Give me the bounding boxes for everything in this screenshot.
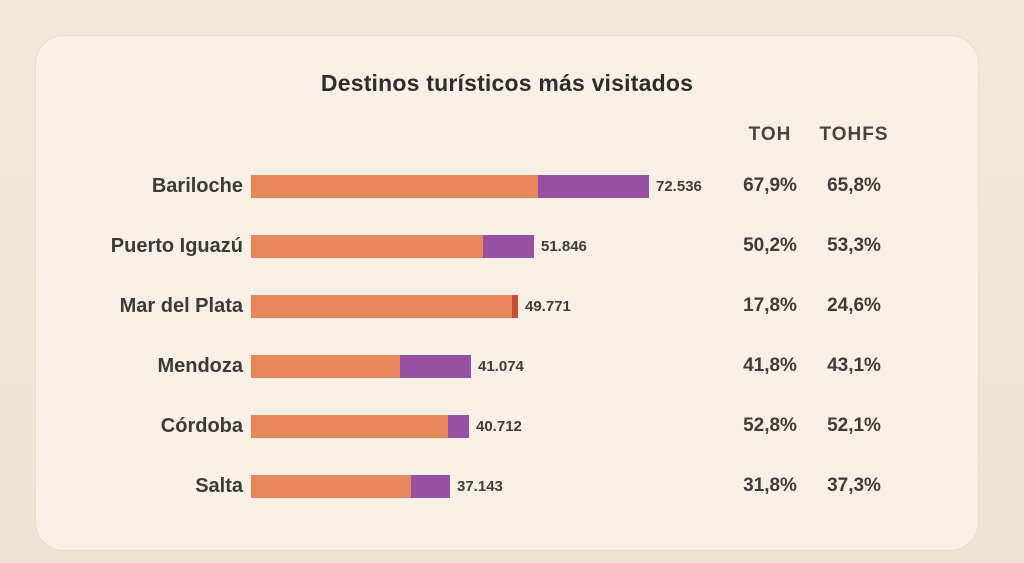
bar xyxy=(251,234,534,258)
bar-segment-tip xyxy=(483,234,534,258)
bar xyxy=(251,354,471,378)
destination-label: Puerto Iguazú xyxy=(110,235,243,257)
bar-chart: Bariloche 72.536 67,9% 65,8% Puerto Igua… xyxy=(36,156,978,516)
tohfs-value: 65,8% xyxy=(827,175,881,196)
table-row: Bariloche 72.536 67,9% 65,8% xyxy=(36,156,978,216)
table-row: Puerto Iguazú 51.846 50,2% 53,3% xyxy=(36,216,978,276)
bar-group: 40.712 xyxy=(251,396,522,456)
bar-value-label: 51.846 xyxy=(541,237,587,255)
tohfs-value: 37,3% xyxy=(827,475,881,496)
bar-segment-tip xyxy=(400,354,471,378)
toh-value: 41,8% xyxy=(743,355,797,376)
bar-group: 72.536 xyxy=(251,156,702,216)
bar-group: 49.771 xyxy=(251,276,571,336)
toh-value: 52,8% xyxy=(743,415,797,436)
table-row: Córdoba 40.712 52,8% 52,1% xyxy=(36,396,978,456)
bar-group: 37.143 xyxy=(251,456,503,516)
toh-value: 67,9% xyxy=(743,175,797,196)
bar-group: 41.074 xyxy=(251,336,524,396)
toh-value: 17,8% xyxy=(743,295,797,316)
tohfs-value: 53,3% xyxy=(827,235,881,256)
bar xyxy=(251,174,649,198)
tohfs-value: 24,6% xyxy=(827,295,881,316)
bar-segment-tip xyxy=(448,414,469,438)
table-row: Mar del Plata 49.771 17,8% 24,6% xyxy=(36,276,978,336)
destination-label: Mendoza xyxy=(157,355,243,377)
tohfs-value: 52,1% xyxy=(827,415,881,436)
bar xyxy=(251,474,450,498)
bar-segment-tip xyxy=(411,474,450,498)
column-header-toh: TOH xyxy=(748,124,792,145)
tohfs-value: 43,1% xyxy=(827,355,881,376)
toh-value: 50,2% xyxy=(743,235,797,256)
bar xyxy=(251,294,518,318)
destination-label: Mar del Plata xyxy=(119,295,243,317)
destination-label: Bariloche xyxy=(151,175,243,197)
bar-segment-base xyxy=(251,474,411,498)
bar xyxy=(251,414,469,438)
bar-segment-base xyxy=(251,294,512,318)
destination-label: Córdoba xyxy=(160,415,243,437)
bar-group: 51.846 xyxy=(251,216,587,276)
bar-segment-base xyxy=(251,174,538,198)
toh-value: 31,8% xyxy=(743,475,797,496)
table-row: Salta 37.143 31,8% 37,3% xyxy=(36,456,978,516)
bar-segment-tip xyxy=(538,174,649,198)
column-header-tohfs: TOHFS xyxy=(819,124,889,145)
destination-label: Salta xyxy=(195,475,243,497)
bar-segment-base xyxy=(251,414,448,438)
bar-value-label: 72.536 xyxy=(656,177,702,195)
bar-value-label: 41.074 xyxy=(478,357,524,375)
bar-value-label: 49.771 xyxy=(525,297,571,315)
bar-segment-base xyxy=(251,354,400,378)
table-row: Mendoza 41.074 41,8% 43,1% xyxy=(36,336,978,396)
bar-segment-base xyxy=(251,234,483,258)
bar-value-label: 37.143 xyxy=(457,477,503,495)
bar-segment-tip xyxy=(512,294,518,318)
chart-title: Destinos turísticos más visitados xyxy=(320,70,694,96)
bar-value-label: 40.712 xyxy=(476,417,522,435)
chart-card: Destinos turísticos más visitados TOH TO… xyxy=(36,36,978,550)
